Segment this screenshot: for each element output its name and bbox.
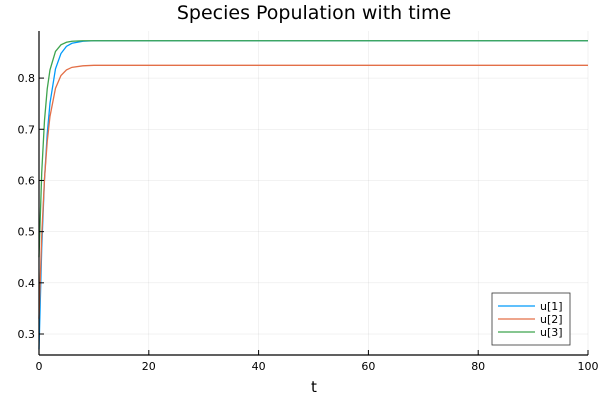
x-tick-label: 100 xyxy=(578,360,599,373)
x-tick-label: 60 xyxy=(361,360,375,373)
y-tick-label: 0.4 xyxy=(18,277,36,290)
legend: u[1]u[2]u[3] xyxy=(491,292,571,346)
y-tick-label: 0.7 xyxy=(18,123,36,136)
axes: 0 20 40 60 80 100 0.3 0.4 0.5 0.6 0.7 0.8 xyxy=(18,31,599,373)
legend-label: u[2] xyxy=(540,313,563,326)
x-tick-label: 80 xyxy=(471,360,485,373)
legend-label: u[1] xyxy=(540,300,563,313)
series-lines xyxy=(38,40,588,350)
series-line-3 xyxy=(38,40,588,258)
x-tick-label: 40 xyxy=(252,360,266,373)
x-tick-label: 0 xyxy=(36,360,43,373)
x-tick-label: 20 xyxy=(142,360,156,373)
chart-title: Species Population with time xyxy=(177,2,451,24)
y-tick-label: 0.6 xyxy=(18,174,36,187)
series-line-2 xyxy=(38,64,588,319)
legend-label: u[3] xyxy=(540,326,563,339)
x-axis-label: t xyxy=(311,378,317,396)
grid xyxy=(38,31,589,355)
y-tick-label: 0.3 xyxy=(18,328,36,341)
y-tick-label: 0.8 xyxy=(18,72,36,85)
y-tick-label: 0.5 xyxy=(18,226,36,239)
